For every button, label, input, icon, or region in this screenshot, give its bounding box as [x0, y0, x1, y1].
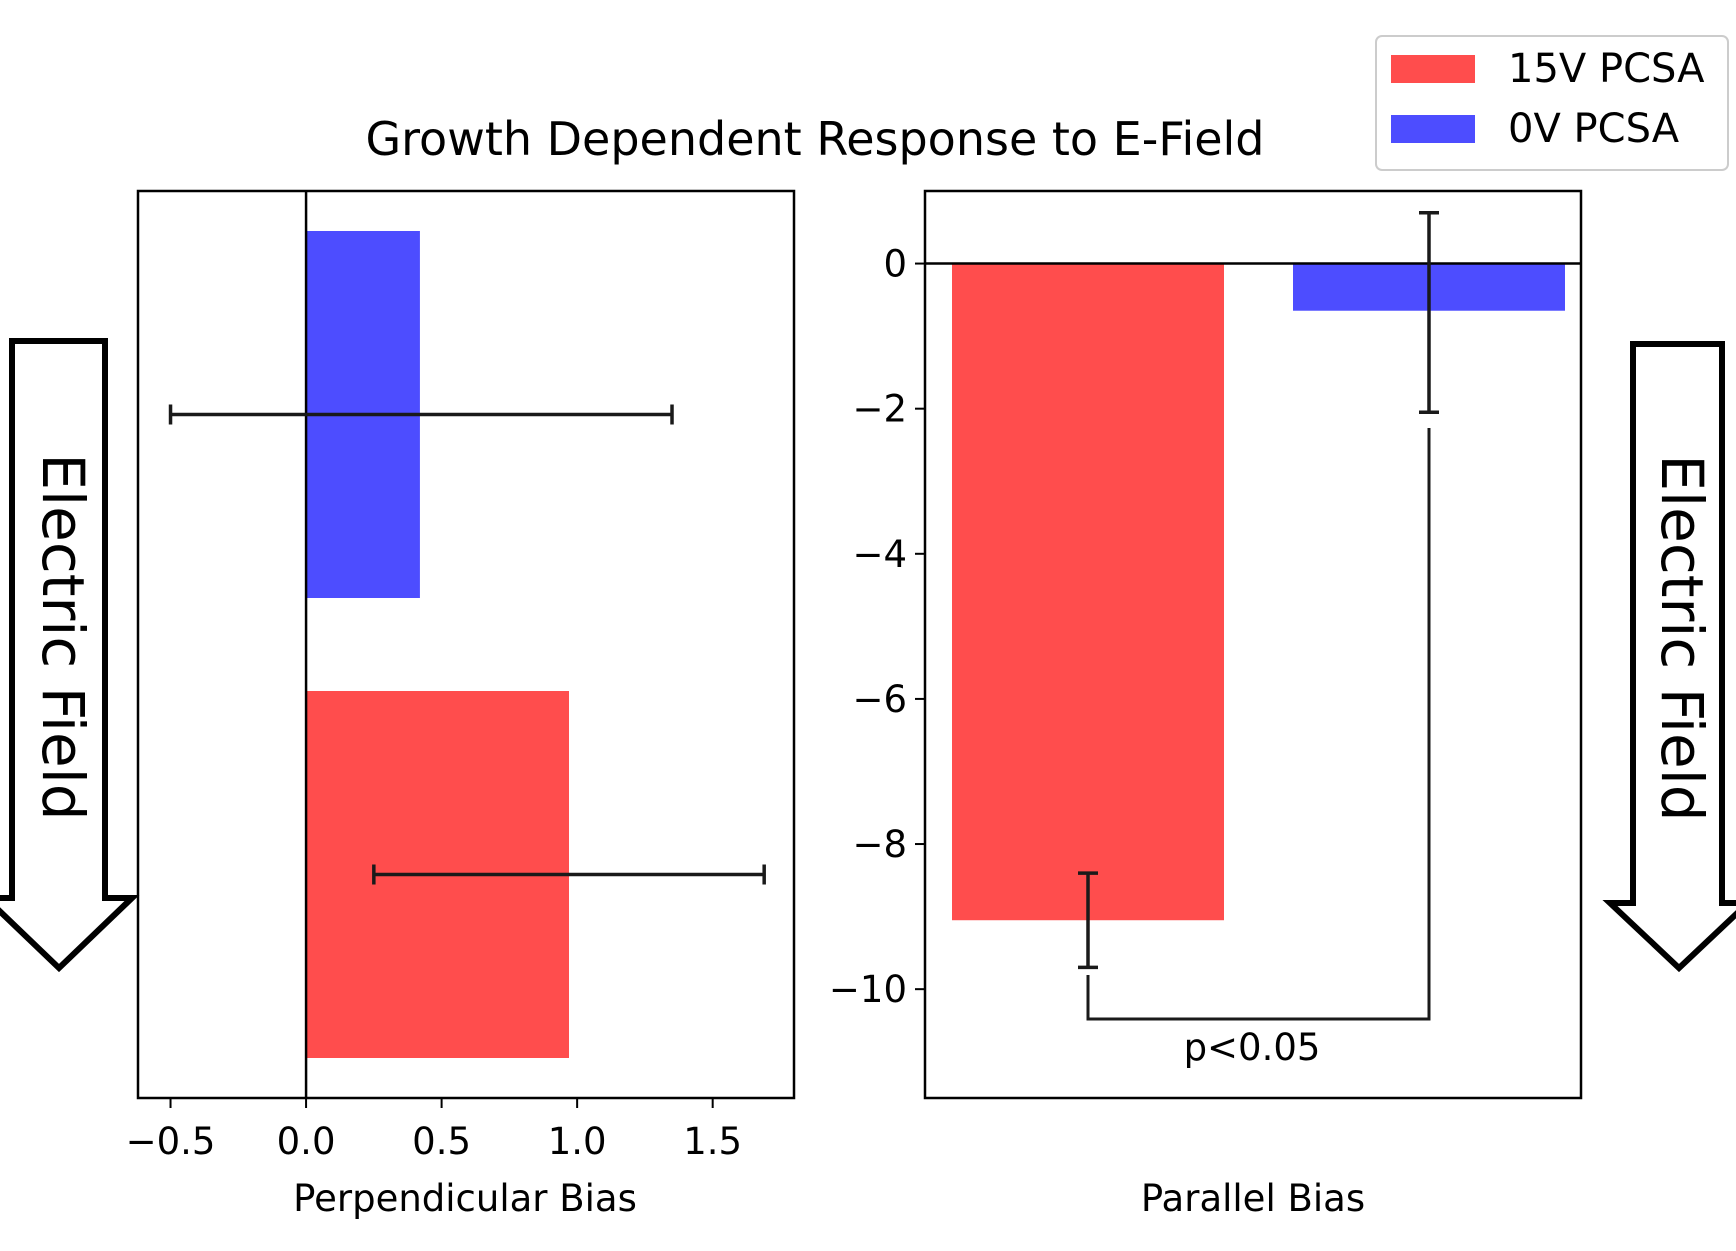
perpendicular-chart: −0.5 0.0 0.5 1.0 1.5 Perpendicular Bias: [126, 189, 796, 1220]
parallel-y-tick-label: −10: [829, 968, 907, 1011]
right-electric-field-arrow: Electric Field: [1602, 341, 1736, 973]
parallel-bars: [952, 263, 1565, 921]
parallel-bar-15v-pcsa: [952, 263, 1224, 921]
parallel-errorbar-0v-pcsa: [1419, 211, 1439, 415]
chart-title: Growth Dependent Response to E-Field: [366, 112, 1265, 166]
perpendicular-error-bars: [168, 404, 766, 885]
left-arrow-label: Electric Field: [29, 453, 97, 820]
legend-label-15v: 15V PCSA: [1508, 46, 1705, 92]
perpendicular-x-tick-label: 0.5: [412, 1120, 471, 1163]
parallel-error-bars: [1078, 211, 1439, 970]
parallel-chart: 0 −2 −4 −6 −8 −10 Parallel Bias p<0.05: [829, 189, 1583, 1220]
parallel-y-tick-label: 0: [883, 243, 907, 286]
parallel-y-tick-label: −4: [852, 533, 907, 576]
legend: 15V PCSA 0V PCSA: [1375, 35, 1729, 171]
legend-swatch-15v: [1391, 55, 1475, 83]
perpendicular-x-ticks: −0.5 0.0 0.5 1.0 1.5: [126, 1098, 742, 1163]
parallel-plot-frame: [923, 189, 1583, 1100]
perpendicular-x-tick-label: 1.0: [548, 1120, 607, 1163]
left-electric-field-arrow: Electric Field: [0, 338, 140, 973]
significance-label: p<0.05: [1184, 1026, 1321, 1069]
parallel-y-tick-label: −8: [852, 823, 907, 866]
parallel-y-tick-label: −2: [852, 388, 907, 431]
significance-bracket: [1086, 428, 1431, 1021]
right-arrow-shape: [1602, 341, 1736, 973]
perpendicular-errorbar-15v-pcsa: [372, 864, 766, 885]
perpendicular-x-tick-label: −0.5: [126, 1120, 216, 1163]
parallel-xlabel: Parallel Bias: [1141, 1177, 1365, 1220]
legend-swatch-0v: [1391, 115, 1475, 143]
perpendicular-errorbar-0v-pcsa: [168, 404, 674, 425]
perpendicular-plot-frame: [136, 189, 796, 1100]
perpendicular-xlabel: Perpendicular Bias: [293, 1177, 637, 1220]
parallel-y-tick-label: −6: [852, 678, 907, 721]
perpendicular-x-tick-label: 0.0: [277, 1120, 336, 1163]
parallel-y-ticks: 0 −2 −4 −6 −8 −10: [829, 243, 925, 1011]
left-arrow-shape: [0, 338, 140, 973]
right-arrow-label: Electric Field: [1648, 454, 1716, 821]
legend-label-0v: 0V PCSA: [1508, 106, 1680, 152]
perpendicular-x-tick-label: 1.5: [683, 1120, 742, 1163]
parallel-errorbar-15v-pcsa: [1078, 871, 1098, 970]
perpendicular-bars: [306, 231, 570, 1058]
